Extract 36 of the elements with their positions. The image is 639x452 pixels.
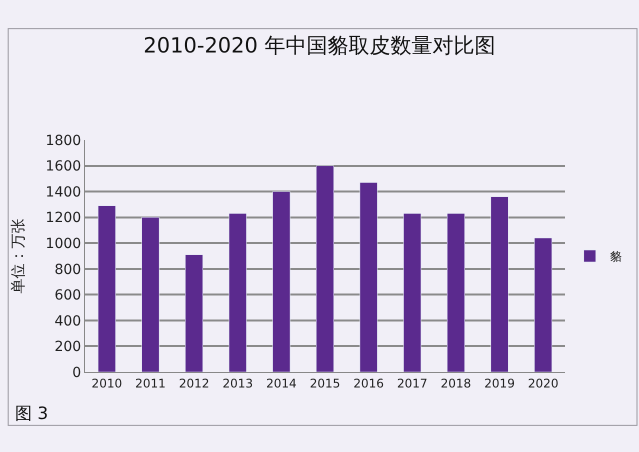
chart-title: 2010-2020 年中国貉取皮数量对比图 (143, 34, 496, 58)
x-tick-label: 2019 (484, 376, 515, 390)
bar (98, 205, 116, 372)
y-tick-label: 800 (54, 262, 82, 278)
bar (228, 213, 247, 372)
y-tick-label: 0 (72, 364, 82, 381)
y-tick-label: 1400 (46, 184, 82, 200)
y-tick-label: 400 (54, 313, 82, 330)
bar (403, 213, 422, 372)
x-tick-label: 2018 (440, 376, 472, 390)
bar (446, 213, 465, 372)
caption: 图 3 (15, 404, 48, 424)
y-tick-label: 200 (54, 339, 82, 356)
y-tick-label: 1800 (46, 132, 82, 149)
y-tick-label: 600 (54, 288, 82, 304)
bar (141, 217, 160, 372)
legend-label: 貉 (610, 250, 622, 264)
x-tick-label: 2015 (310, 376, 340, 390)
bar (316, 166, 334, 372)
bar (185, 254, 204, 372)
x-tick-label: 2011 (135, 376, 166, 390)
x-tick-label: 2013 (222, 376, 254, 390)
x-tick-label: 2016 (353, 376, 384, 390)
x-tick-label: 2012 (178, 376, 210, 390)
x-tick-label: 2014 (266, 376, 297, 390)
y-axis-title: 单位：万张 (8, 218, 27, 294)
x-tick-label: 2020 (528, 376, 558, 390)
bar (272, 191, 290, 372)
y-tick-label: 1600 (46, 158, 82, 175)
y-tick-label: 1000 (46, 236, 82, 252)
bar (534, 238, 552, 372)
x-tick-label: 2010 (92, 376, 122, 390)
bar (360, 182, 378, 372)
bar (490, 196, 509, 372)
y-tick-label: 1200 (46, 210, 82, 226)
x-tick-label: 2017 (396, 376, 428, 390)
